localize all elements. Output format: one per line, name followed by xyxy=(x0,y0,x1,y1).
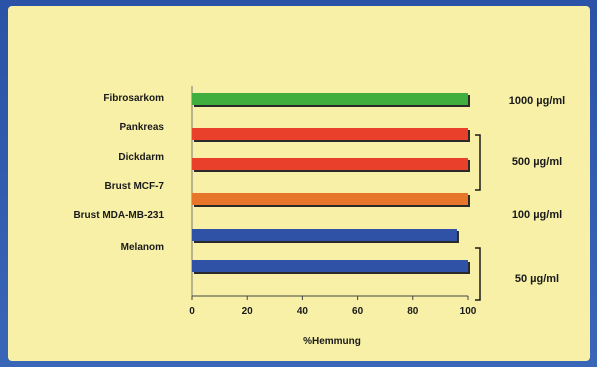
bar-melanom xyxy=(192,260,468,272)
dose-brackets xyxy=(475,134,481,301)
category-label: Pankreas xyxy=(120,122,165,133)
category-label: Brust MDA-MB-231 xyxy=(73,210,164,221)
x-ticks: 0 20 40 60 80 100 xyxy=(189,296,477,317)
category-label: Dickdarm xyxy=(118,152,164,163)
dose-labels: 1000 µg/ml 500 µg/ml 100 µg/ml 50 µg/ml xyxy=(509,95,565,285)
category-label: Melanom xyxy=(121,242,164,253)
x-tick-label: 40 xyxy=(297,306,309,317)
bar-brust-mcf-7 xyxy=(192,193,468,205)
bar-dickdarm xyxy=(192,158,468,170)
x-tick-label: 100 xyxy=(460,306,477,317)
dose-label: 1000 µg/ml xyxy=(509,95,565,107)
bar-pankreas xyxy=(192,128,468,140)
x-tick-label: 80 xyxy=(407,306,419,317)
dose-bracket xyxy=(475,247,481,301)
x-tick-label: 20 xyxy=(242,306,254,317)
x-tick-label: 0 xyxy=(189,306,195,317)
dose-label: 100 µg/ml xyxy=(512,209,562,221)
category-label: Fibrosarkom xyxy=(103,93,164,104)
category-labels: Fibrosarkom Pankreas Dickdarm Brust MCF-7 Br… xyxy=(73,93,164,253)
x-axis-label: %Hemmung xyxy=(303,336,361,347)
dose-label: 500 µg/ml xyxy=(512,156,562,168)
dose-label: 50 µg/ml xyxy=(515,273,559,285)
bar-fibrosarkom xyxy=(192,93,468,105)
dose-bracket xyxy=(475,134,481,191)
x-tick-label: 60 xyxy=(352,306,364,317)
bars xyxy=(191,86,470,296)
category-label: Brust MCF-7 xyxy=(105,181,165,192)
chart-panel xyxy=(8,6,590,361)
bar-brust-mda-mb-231 xyxy=(192,229,457,241)
